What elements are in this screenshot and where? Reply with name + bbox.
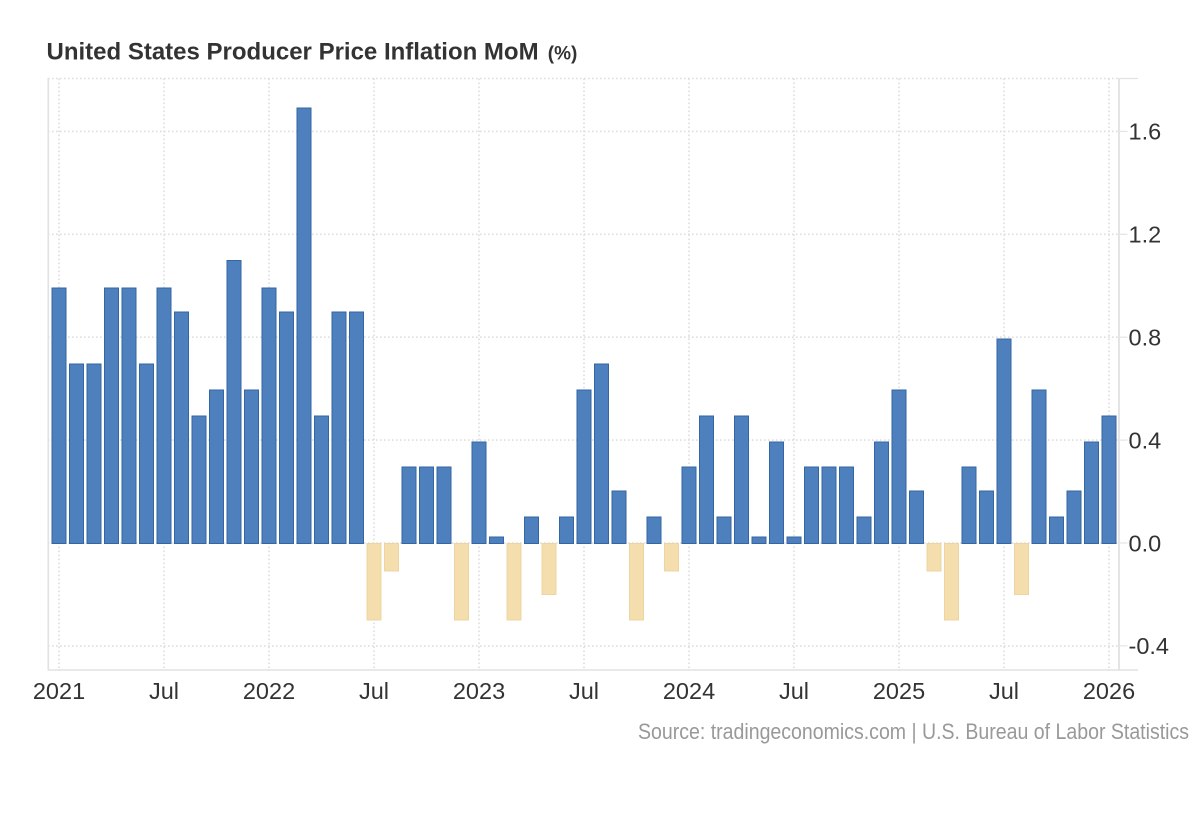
svg-text:Jul: Jul: [149, 678, 179, 704]
svg-text:-0.4: -0.4: [1129, 633, 1170, 659]
svg-text:Jul: Jul: [359, 678, 389, 704]
svg-text:United States Producer Price I: United States Producer Price Inflation M…: [47, 39, 578, 66]
svg-text:2024: 2024: [663, 678, 715, 704]
svg-text:Source: tradingeconomics.com |: Source: tradingeconomics.com | U.S. Bure…: [638, 719, 1189, 744]
svg-text:1.2: 1.2: [1129, 222, 1162, 248]
svg-text:0.4: 0.4: [1129, 427, 1162, 453]
svg-text:1.6: 1.6: [1129, 119, 1162, 145]
svg-text:2022: 2022: [243, 678, 295, 704]
svg-text:Jul: Jul: [569, 678, 599, 704]
svg-text:0.0: 0.0: [1129, 530, 1162, 556]
svg-text:0.8: 0.8: [1129, 325, 1162, 351]
svg-text:2025: 2025: [873, 678, 925, 704]
svg-text:2026: 2026: [1083, 678, 1135, 704]
svg-text:Jul: Jul: [989, 678, 1019, 704]
svg-text:Jul: Jul: [779, 678, 809, 704]
svg-text:2023: 2023: [453, 678, 505, 704]
svg-text:2021: 2021: [33, 678, 85, 704]
